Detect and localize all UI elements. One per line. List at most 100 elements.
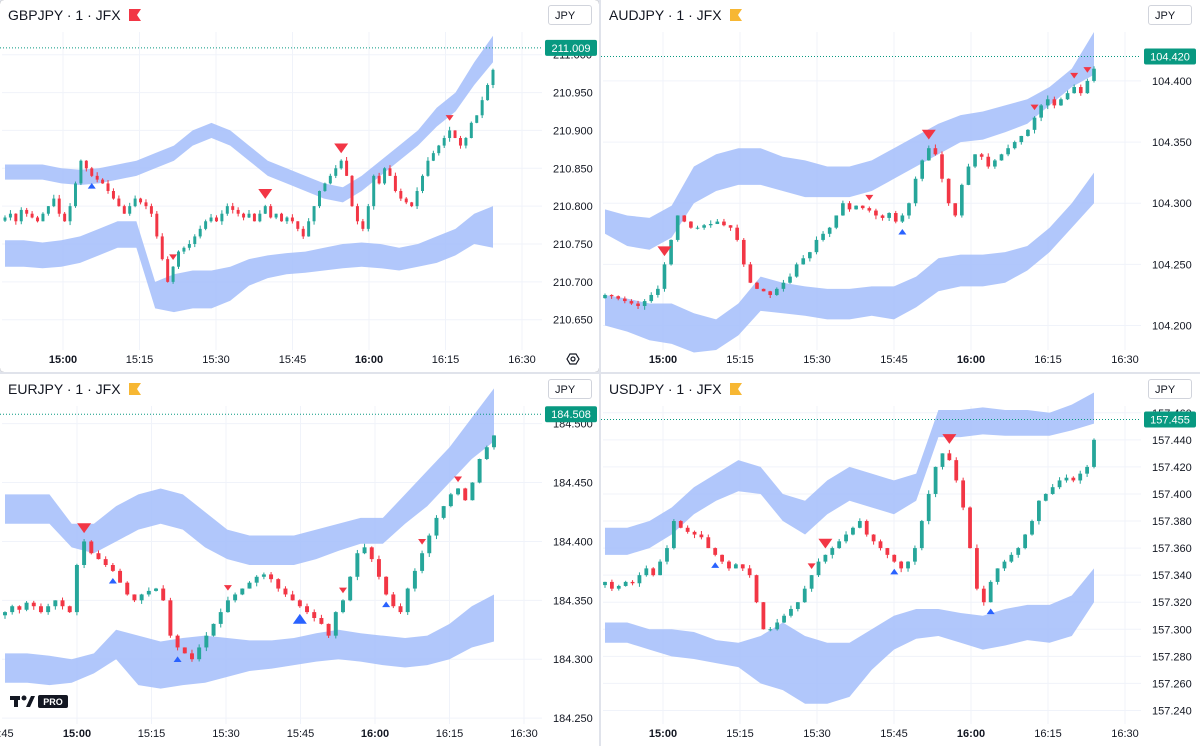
gear-icon[interactable] [566, 353, 580, 365]
last-price-label: 157.455 [1150, 415, 1190, 427]
candle-body [1009, 554, 1014, 562]
symbol-title[interactable]: AUDJPY · 1 · JFX [609, 7, 722, 23]
y-axis-tick-label: 157.340 [1152, 570, 1192, 582]
candle-body [954, 460, 959, 481]
candle-body [919, 521, 924, 549]
chart-panel-audjpy[interactable]: 104.400 104.350 104.300 104.250 104.200 104.4… [601, 0, 1200, 372]
sell-signal-marker [807, 563, 816, 570]
candle-body [854, 205, 858, 210]
candle-body [420, 553, 425, 571]
candle-body [160, 236, 164, 260]
candle-body [463, 488, 468, 501]
buy-signal-marker [898, 228, 907, 235]
candle-body [412, 570, 417, 589]
candle-body [333, 612, 338, 636]
candle-body [878, 541, 883, 549]
candle-body [10, 606, 15, 613]
symbol-title[interactable]: GBPJPY · 1 · JFX [8, 7, 121, 23]
yellow-flag-icon[interactable] [729, 383, 742, 395]
candle-body [366, 206, 370, 229]
candle-body [642, 301, 647, 306]
chart-panel-usdjpy[interactable]: 157.460157.440157.420157.400157.380157.3… [601, 374, 1200, 746]
yellow-flag-icon[interactable] [729, 9, 742, 21]
candle-body [155, 213, 159, 237]
candle-body [623, 298, 627, 302]
candle-body [149, 206, 153, 214]
y-axis-tick-label: 104.350 [1152, 137, 1192, 149]
symbol-title[interactable]: EURJPY · 1 · JFX [8, 381, 121, 397]
candle-body [285, 217, 289, 222]
candle-body [261, 574, 266, 577]
chart-header: EURJPY · 1 · JFX [0, 374, 141, 404]
candle-body [3, 217, 7, 221]
candle-body [940, 453, 945, 467]
candle-body [986, 156, 991, 167]
candle-body [14, 213, 18, 222]
currency-selector[interactable]: JPY [1148, 379, 1192, 399]
sell-signal-marker [223, 585, 232, 591]
sell-signal-marker [865, 194, 874, 201]
candle-body [480, 100, 484, 116]
chart-panel-eurjpy[interactable]: 184.500 184.450 184.400 184.350 184.300 184.2… [0, 374, 599, 746]
x-axis-tick-label: 16:00 [355, 354, 383, 366]
usdjpy-chart[interactable]: 157.460157.440157.420157.400157.380157.3… [601, 374, 1200, 746]
lower-band [605, 568, 1094, 704]
candle-body [830, 548, 835, 555]
candle-body [290, 217, 294, 222]
candle-body [900, 215, 905, 222]
candle-body [101, 179, 105, 184]
candle-body [154, 588, 158, 591]
gbpjpy-chart[interactable]: 211.000210.950210.900210.850210.800210.7… [0, 0, 599, 372]
candle-body [187, 244, 191, 248]
candle-body [644, 568, 649, 576]
y-axis-tick-label: 184.300 [553, 654, 593, 666]
upper-band [5, 388, 494, 565]
candle-body [708, 224, 713, 226]
candle-body [383, 168, 387, 184]
eurjpy-chart[interactable]: 184.500184.450184.400184.350184.300184.2… [0, 374, 599, 746]
candle-body [84, 160, 88, 169]
currency-selector[interactable]: JPY [548, 5, 592, 25]
symbol-title[interactable]: USDJPY · 1 · JFX [609, 381, 722, 397]
red-flag-icon[interactable] [128, 9, 141, 21]
currency-selector[interactable]: JPY [548, 379, 592, 399]
candle-body [603, 294, 607, 299]
candle-body [220, 213, 224, 222]
candle-body [274, 213, 278, 218]
candle-body [204, 221, 208, 229]
candle-body [276, 579, 281, 589]
chart-panel-gbpjpy[interactable]: 211.000210.950210.900210.850210.800210.7… [0, 0, 599, 372]
candle-body [236, 209, 240, 214]
y-axis-tick-label: 210.650 [553, 315, 593, 327]
candle-body [296, 221, 300, 229]
candle-body [802, 588, 807, 603]
tradingview-logo[interactable]: PRO [10, 693, 70, 714]
candle-body [603, 581, 607, 586]
candle-body [448, 494, 453, 507]
candle-body [171, 266, 175, 282]
candle-body [857, 521, 862, 528]
candle-body [966, 166, 971, 185]
y-axis-tick-label: 157.300 [1152, 624, 1192, 636]
x-axis-tick-label: 15:00 [649, 354, 677, 366]
candle-body [258, 213, 262, 222]
candle-body [735, 227, 739, 240]
currency-selector[interactable]: JPY [1148, 5, 1192, 25]
candle-body [1026, 129, 1030, 136]
y-axis-tick-label: 157.420 [1152, 462, 1192, 474]
y-axis-tick-label: 104.200 [1152, 321, 1192, 333]
candle-body [768, 629, 773, 631]
candle-body [907, 203, 911, 216]
candle-body [913, 178, 918, 204]
yellow-flag-icon[interactable] [128, 383, 141, 395]
buy-signal-marker [108, 577, 117, 584]
candle-body [453, 130, 457, 138]
candle-body [339, 160, 343, 169]
candle-body [355, 553, 360, 577]
audjpy-chart[interactable]: 104.400 104.350 104.300 104.250 104.200 104.4… [601, 0, 1200, 372]
candle-body [60, 600, 65, 607]
candle-body [675, 215, 680, 240]
candle-body [326, 623, 331, 636]
candle-body [456, 488, 461, 495]
buy-signal-marker [711, 562, 720, 568]
